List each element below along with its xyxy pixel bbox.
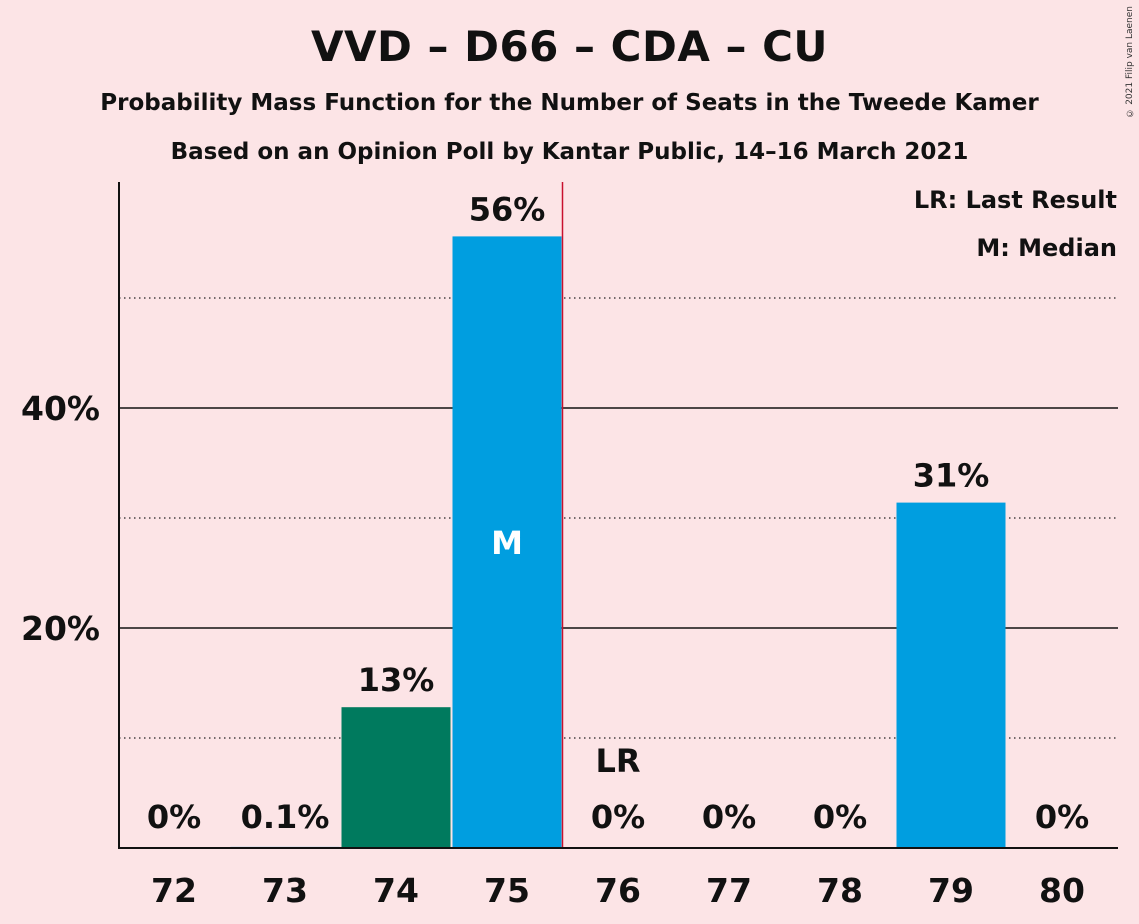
x-tick-label: 76 (595, 871, 641, 910)
data-label: 56% (469, 190, 546, 228)
data-label: 0.1% (241, 798, 330, 836)
x-tick-label: 72 (151, 871, 197, 910)
legend-median: M: Median (976, 234, 1117, 262)
x-tick-label: 77 (706, 871, 752, 910)
chart-subtitle: Probability Mass Function for the Number… (100, 90, 1039, 116)
data-label: 0% (813, 798, 867, 836)
y-tick-label: 20% (21, 609, 100, 648)
y-tick-label: 40% (21, 389, 100, 428)
data-label: 0% (147, 798, 201, 836)
x-tick-label: 79 (928, 871, 974, 910)
data-label: 0% (702, 798, 756, 836)
chart-subtitle-source: Based on an Opinion Poll by Kantar Publi… (170, 139, 969, 165)
bar-74 (341, 707, 451, 848)
last-result-marker: LR (595, 742, 640, 780)
x-tick-label: 78 (817, 871, 863, 910)
bar-75 (452, 236, 562, 848)
data-label: 0% (1035, 798, 1089, 836)
data-label: 0% (591, 798, 645, 836)
data-label: 31% (913, 457, 990, 495)
x-tick-label: 80 (1039, 871, 1085, 910)
bar-79 (896, 502, 1006, 848)
x-tick-label: 73 (262, 871, 308, 910)
median-marker: M (491, 524, 523, 562)
data-label: 13% (358, 661, 435, 699)
x-tick-label: 74 (373, 871, 419, 910)
chart-title: VVD – D66 – CDA – CU (310, 22, 829, 71)
legend-last-result: LR: Last Result (913, 186, 1117, 214)
x-tick-label: 75 (484, 871, 530, 910)
